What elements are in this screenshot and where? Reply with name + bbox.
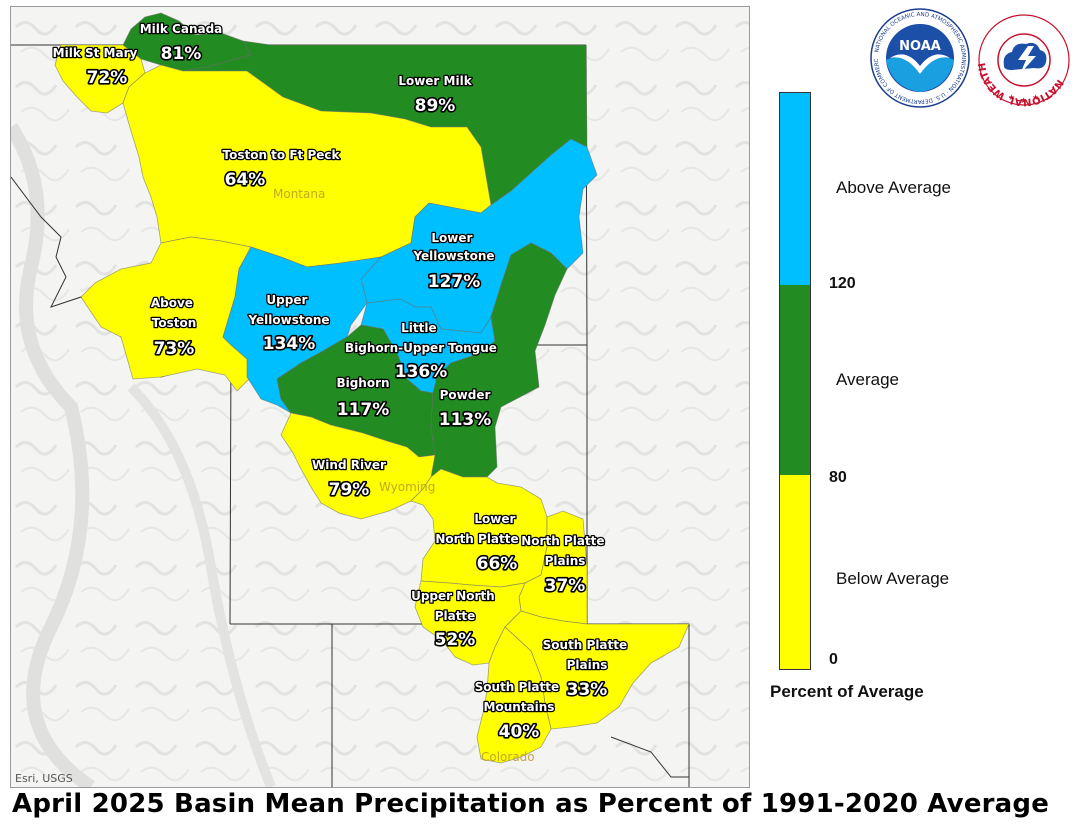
basin-name-line: Platte [435,609,476,623]
basin-name-line: Plains [567,658,608,672]
nws-star-icon: ★ [1020,96,1027,105]
basin-name-line: Lower [431,231,472,245]
state-label-montana: Montana [273,187,325,201]
nws-star-icon: ★ [1032,93,1039,102]
legend-swatch-average [780,285,810,475]
basin-percent: 33% [567,680,608,700]
noaa-logo: NATIONAL OCEANIC AND ATMOSPHERIC ADMINIS… [868,4,970,112]
basin-name: Lower North Platte [435,512,519,546]
legend-label-average: Average [836,370,900,389]
basin-name: Milk Canada [140,22,223,36]
basin-labels: Milk Canada 81% Milk St Mary 72% Lower M… [51,21,632,744]
river-line [610,736,689,778]
basin-name: Bighorn [336,376,389,390]
state-label-wyoming: Wyoming [379,480,435,494]
legend-label-below: Below Average [836,569,950,588]
basin-percent: 81% [161,44,202,64]
basin-name-line: Toston [152,316,197,330]
basin-percent: 64% [225,170,266,190]
map-credit: Esri, USGS [15,772,73,785]
legend-break-0: 0 [829,651,838,668]
basin-name: Wind River [312,458,386,472]
noaa-gull-shape [886,57,954,92]
basin-name-line: South Platte [475,680,560,694]
basin-south-platte-mountains[interactable] [476,626,552,764]
basin-percent: 79% [329,480,370,500]
basin-percent: 127% [428,272,481,292]
basin-percent: 113% [439,410,492,430]
terrain-ridge [11,123,95,787]
legend-color-bar [779,92,811,670]
legend-label-above: Above Average [836,178,951,197]
basin-name-line: Lower [474,512,515,526]
basin-name-line: North Platte [521,534,604,548]
basin-percent: 117% [337,400,390,420]
basin-name-line: Bighorn-Upper Tongue [345,341,497,355]
basin-name-line: Plains [545,554,586,568]
basin-percent: 66% [477,554,518,574]
legend-swatch-above [780,93,810,285]
basin-name-line: North Platte [435,532,518,546]
basin-name: Lower Milk [398,74,472,88]
legend-title: Percent of Average [770,682,924,701]
basin-name: South Platte Mountains [475,680,564,714]
basin-name-line: South Platte [543,638,628,652]
basin-powder[interactable] [430,242,568,478]
basin-name: Upper North Platte [411,589,499,623]
basin-percent: 136% [395,362,448,382]
state-label-colorado: Colorado [481,750,535,764]
basin-name: Upper Yellowstone [247,293,329,327]
terrain-ridge [127,383,276,787]
basin-polygons [54,12,690,764]
basin-percent: 40% [499,722,540,742]
basin-percent: 134% [263,334,316,354]
basin-name: Above Toston [151,296,197,330]
basin-name-line: Upper North [411,589,495,603]
basin-name: Powder [440,388,491,402]
basin-percent: 89% [415,96,456,116]
nws-lightning-icon [1018,46,1036,74]
basin-name-line: Yellowstone [412,249,494,263]
basin-name: Toston to Ft Peck [223,148,341,162]
basin-percent: 37% [545,576,586,596]
basin-percent: 52% [435,630,476,650]
noaa-gull-white [890,54,950,74]
basin-name-line: Upper [266,293,307,307]
basin-name: South Platte Plains [543,638,632,672]
nws-star-icon: ★ [1008,93,1015,102]
legend-break-80: 80 [829,469,847,486]
page-title: April 2025 Basin Mean Precipitation as P… [12,789,1050,819]
basin-percent: 72% [87,68,128,88]
basin-name-line: Little [401,321,436,335]
basin-milk-st-mary[interactable] [54,44,146,114]
legend-swatch-below [780,475,810,669]
basin-name: Lower Yellowstone [412,231,494,263]
basin-name-line: Above [151,296,193,310]
map-frame[interactable]: Montana Wyoming Colorado Milk Canada 81%… [10,6,750,788]
wyoming-west-border [229,344,232,625]
basin-name-line: Yellowstone [247,313,329,327]
basin-name-line: Mountains [484,700,555,714]
basin-name: North Platte Plains [521,534,608,568]
basin-percent: 73% [154,339,195,359]
noaa-logo-text: NOAA [899,39,941,54]
nws-logo: NATIONAL WEATHER SERVICE ★ ★ ★ [974,0,1070,112]
basin-name: Milk St Mary [53,46,138,60]
basin-name: Little Bighorn-Upper Tongue [345,321,497,355]
legend-break-120: 120 [829,275,856,292]
